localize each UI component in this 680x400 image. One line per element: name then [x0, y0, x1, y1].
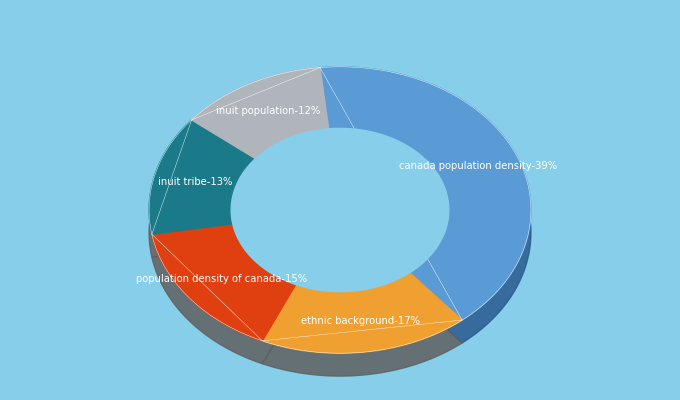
Polygon shape — [192, 68, 328, 159]
Polygon shape — [320, 67, 531, 320]
Polygon shape — [231, 128, 449, 292]
Text: population density of canada-15%: population density of canada-15% — [136, 274, 307, 284]
Text: inuit population-12%: inuit population-12% — [216, 106, 320, 116]
Polygon shape — [149, 120, 256, 234]
Text: ethnic background-17%: ethnic background-17% — [301, 316, 420, 326]
Polygon shape — [152, 224, 296, 341]
Polygon shape — [192, 90, 328, 182]
Text: canada population density-39%: canada population density-39% — [399, 161, 557, 171]
Polygon shape — [149, 143, 256, 257]
Polygon shape — [262, 273, 462, 353]
Polygon shape — [152, 247, 296, 364]
Text: inuit tribe-13%: inuit tribe-13% — [158, 177, 232, 187]
Polygon shape — [262, 296, 462, 376]
Polygon shape — [320, 90, 531, 343]
